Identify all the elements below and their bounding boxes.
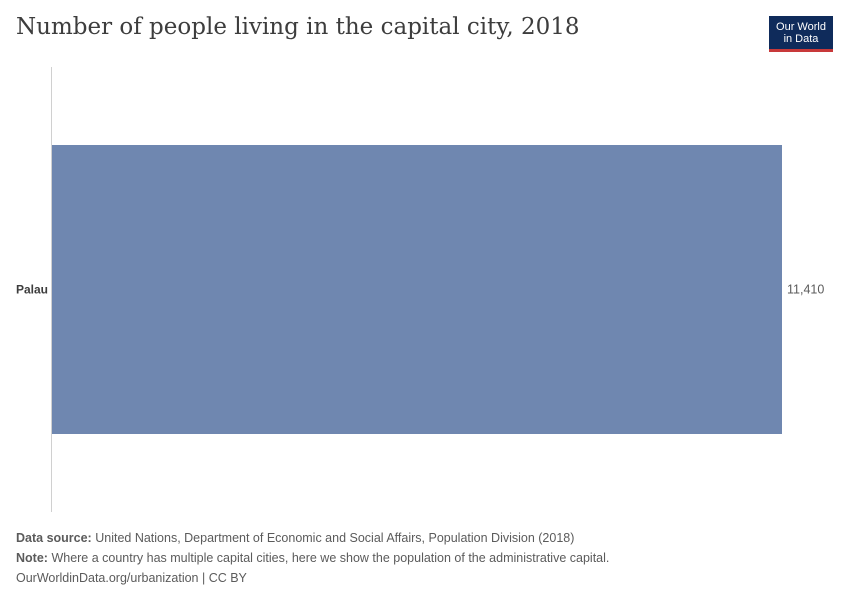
chart-title: Number of people living in the capital c… [16, 14, 580, 40]
note-line: Note: Where a country has multiple capit… [16, 548, 609, 568]
bar-chart: Palau 11,410 [16, 67, 824, 512]
logo-line-2: in Data [783, 33, 819, 45]
data-source-text: United Nations, Department of Economic a… [95, 531, 575, 545]
bar-palau[interactable] [52, 145, 782, 434]
note-text: Where a country has multiple capital cit… [51, 551, 610, 565]
note-label: Note: [16, 551, 48, 565]
data-source-label: Data source: [16, 531, 92, 545]
data-source-line: Data source: United Nations, Department … [16, 528, 609, 548]
logo-line-1: Our World [776, 21, 826, 33]
owid-logo[interactable]: Our World in Data [769, 16, 833, 52]
category-label: Palau [16, 283, 48, 297]
value-label: 11,410 [787, 283, 824, 297]
credit-line[interactable]: OurWorldinData.org/urbanization | CC BY [16, 571, 247, 585]
chart-footer: Data source: United Nations, Department … [16, 528, 609, 588]
